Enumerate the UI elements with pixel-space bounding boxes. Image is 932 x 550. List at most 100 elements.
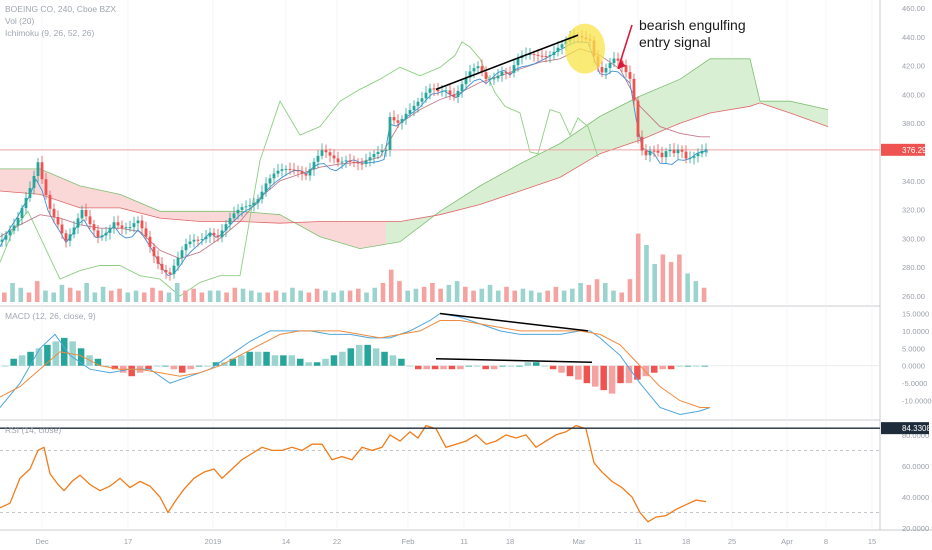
volume-bar (619, 292, 625, 302)
cloud-segment (458, 198, 460, 211)
cloud-segment (764, 101, 766, 105)
candle-body (392, 117, 396, 121)
candle-body (704, 149, 708, 152)
cloud-segment (58, 176, 60, 202)
candle-body (44, 179, 48, 195)
cloud-segment (274, 214, 276, 223)
cloud-segment (126, 196, 128, 210)
cloud-segment (332, 221, 334, 241)
cloud-segment (366, 221, 368, 248)
cloud-segment (168, 211, 170, 219)
macd-histogram-bar (507, 365, 515, 367)
cloud-segment (388, 221, 390, 244)
cloud-segment (408, 219, 410, 236)
candle-body (476, 66, 480, 69)
macd-histogram-bar (77, 348, 85, 366)
cloud-segment (546, 149, 548, 183)
macd-histogram-bar (35, 348, 43, 366)
cloud-segment (326, 221, 328, 240)
macd-histogram-bar (575, 365, 582, 380)
macd-histogram-bar (145, 365, 152, 370)
candle-body (496, 75, 500, 79)
candle-body (16, 217, 20, 226)
macd-histogram-bar (693, 365, 700, 367)
candle-body (92, 224, 96, 231)
candle-body (464, 77, 468, 85)
macd-histogram-bar (170, 365, 178, 370)
macd-histogram-bar (52, 341, 60, 366)
time-axis[interactable]: Dec 17 2019 14 22 Feb 11 18 Mar 11 18 25 Apr 8 15 (35, 537, 876, 546)
cloud-segment (536, 154, 538, 186)
cloud-segment (400, 221, 402, 242)
macd-histogram-bar (415, 365, 422, 370)
price-label: 376.29 (902, 146, 927, 155)
cloud-segment (272, 214, 274, 223)
candle-body (236, 209, 240, 214)
macd-histogram-bar (398, 358, 405, 366)
candle-body (556, 47, 560, 52)
candle-body (68, 234, 72, 241)
cloud-segment (446, 206, 448, 214)
cloud-segment (738, 58, 740, 109)
legend-macd[interactable]: MACD (12, 26, close, 9) (5, 311, 96, 321)
legend-symbol[interactable]: BOEING CO, 240, Cboe BZX (5, 4, 117, 14)
cloud-segment (416, 218, 418, 230)
candle-body (148, 236, 152, 247)
candle-body (416, 101, 420, 106)
cloud-segment (740, 58, 742, 108)
candle-body (248, 205, 252, 207)
legend-rsi[interactable]: RSI (14, close) (5, 425, 62, 435)
volume-bar (100, 286, 106, 302)
cloud-segment (218, 211, 220, 222)
cloud-segment (70, 181, 72, 206)
cloud-segment (354, 221, 356, 248)
cloud-segment (792, 101, 794, 115)
cloud-segment (518, 163, 520, 192)
cloud-segment (816, 106, 818, 124)
cloud-segment (6, 168, 8, 192)
cloud-segment (210, 211, 212, 222)
cloud-segment (560, 142, 562, 178)
cloud-segment (84, 186, 86, 208)
candle-body (156, 256, 160, 264)
cloud-segment (106, 191, 108, 208)
candle-body (492, 78, 496, 80)
cloud-segment (280, 214, 282, 224)
cloud-segment (108, 191, 110, 208)
cloud-segment (592, 120, 594, 159)
volume-bar (594, 279, 600, 302)
time-tick-label: 22 (333, 537, 341, 546)
cloud-segment (596, 117, 598, 157)
cloud-segment (824, 108, 826, 126)
macd-trend-line (435, 358, 593, 364)
macd-histogram-bar (10, 358, 17, 366)
cloud-segment (16, 168, 18, 193)
candle-body (252, 202, 256, 206)
candle-body (404, 113, 408, 119)
price-axis[interactable]: 460.00440.00420.00400.00380.00360.00340.… (881, 4, 932, 533)
macd-histogram-bar (229, 358, 237, 366)
cloud-segment (790, 101, 792, 114)
cloud-segment (768, 101, 770, 107)
cloud-segment (622, 104, 624, 147)
legend-ichimoku[interactable]: Ichimoku (9, 26, 52, 26) (5, 28, 95, 38)
legend-volume[interactable]: Vol (20) (5, 16, 35, 26)
macd-histogram-bar (440, 365, 447, 370)
candle-body (188, 241, 192, 245)
volume-bar (117, 288, 122, 302)
cloud-segment (550, 147, 552, 181)
cloud-segment (96, 189, 98, 208)
candle-body (652, 150, 656, 152)
cloud-segment (734, 58, 736, 109)
volume-bar (479, 288, 485, 302)
annotation-line-1: bearish engulfing (639, 17, 746, 33)
volume-bar (323, 290, 328, 302)
candle-body (24, 197, 28, 209)
cloud-segment (454, 201, 456, 212)
cloud-segment (334, 221, 336, 242)
cloud-segment (690, 71, 692, 120)
candle-body (600, 67, 604, 73)
candle-body (56, 217, 60, 225)
